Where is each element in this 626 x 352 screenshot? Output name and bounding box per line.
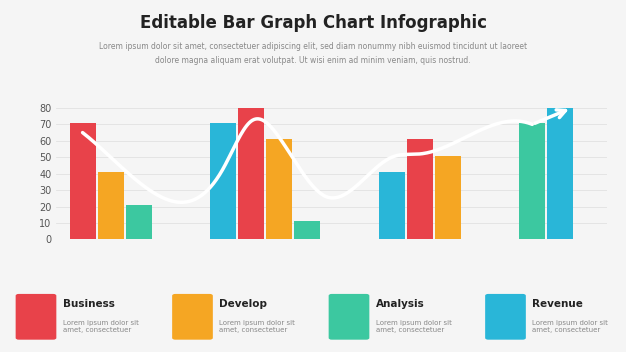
Bar (210, 123, 236, 239)
Text: Lorem ipsum dolor sit
amet, consectetuer: Lorem ipsum dolor sit amet, consectetuer (63, 320, 138, 333)
Bar (69, 123, 96, 239)
Bar (520, 123, 545, 239)
Text: Develop: Develop (219, 299, 267, 309)
Bar (239, 108, 264, 239)
Text: dolore magna aliquam erat volutpat. Ut wisi enim ad minim veniam, quis nostrud.: dolore magna aliquam erat volutpat. Ut w… (155, 56, 471, 65)
Text: Analysis: Analysis (376, 299, 424, 309)
Bar (379, 172, 404, 239)
Bar (98, 172, 123, 239)
Text: Editable Bar Graph Chart Infographic: Editable Bar Graph Chart Infographic (140, 14, 486, 32)
Text: Lorem ipsum dolor sit
amet, consectetuer: Lorem ipsum dolor sit amet, consectetuer (219, 320, 295, 333)
Bar (407, 139, 433, 239)
Text: Lorem ipsum dolor sit
amet, consectetuer: Lorem ipsum dolor sit amet, consectetuer (376, 320, 451, 333)
Bar (126, 205, 151, 239)
Bar (548, 108, 573, 239)
Text: Lorem ipsum dolor sit
amet, consectetuer: Lorem ipsum dolor sit amet, consectetuer (532, 320, 608, 333)
Text: Revenue: Revenue (532, 299, 583, 309)
Bar (435, 156, 461, 239)
Bar (294, 221, 321, 239)
Text: Business: Business (63, 299, 115, 309)
Bar (267, 139, 292, 239)
Text: Lorem ipsum dolor sit amet, consectetuer adipiscing elit, sed diam nonummy nibh : Lorem ipsum dolor sit amet, consectetuer… (99, 42, 527, 51)
